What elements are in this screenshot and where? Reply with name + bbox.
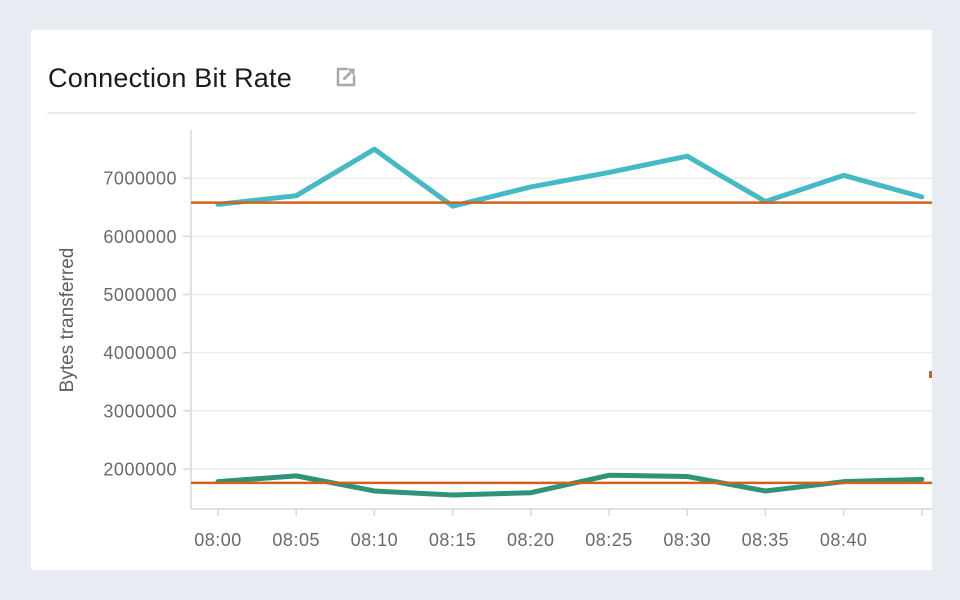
y-axis-title: Bytes transferred	[57, 247, 78, 393]
line-chart[interactable]: 7000000 6000000 5000000 4000000 3000000 20000…	[31, 30, 932, 570]
lower-line	[215, 472, 925, 498]
chart-title: Connection Bit Rate	[48, 63, 292, 93]
x-tick-label: 08:20	[507, 530, 555, 550]
y-tick-label: 2000000	[103, 459, 177, 479]
y-tick-label: 3000000	[103, 401, 177, 421]
x-tick-label: 08:00	[194, 530, 242, 550]
header-divider	[47, 112, 916, 114]
y-tick-label: 7000000	[103, 169, 177, 189]
external-link-icon[interactable]	[334, 65, 358, 89]
right-edge-orange-fragment	[929, 371, 932, 378]
x-tick-label: 08:10	[351, 530, 399, 550]
x-tick-label: 08:15	[429, 530, 477, 550]
x-tick-label: 08:35	[742, 530, 790, 550]
y-tick-label: 6000000	[103, 227, 177, 247]
x-tick-label: 08:30	[663, 530, 711, 550]
y-tick-label: 4000000	[103, 343, 177, 363]
x-tick-label: 08:05	[272, 530, 320, 550]
chart-card: Connection Bit Rate 7000000 6000000 500000…	[31, 30, 932, 570]
upper-line	[215, 146, 925, 209]
x-tick-label: 08:40	[820, 530, 868, 550]
x-tick-label: 08:25	[585, 530, 633, 550]
y-tick-label: 5000000	[103, 285, 177, 305]
